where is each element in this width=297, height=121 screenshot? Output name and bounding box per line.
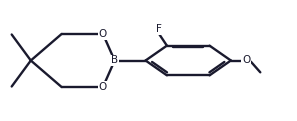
Text: O: O [99,29,107,39]
Text: O: O [99,82,107,92]
Text: O: O [242,56,250,65]
Text: B: B [111,56,118,65]
Text: F: F [156,24,162,34]
